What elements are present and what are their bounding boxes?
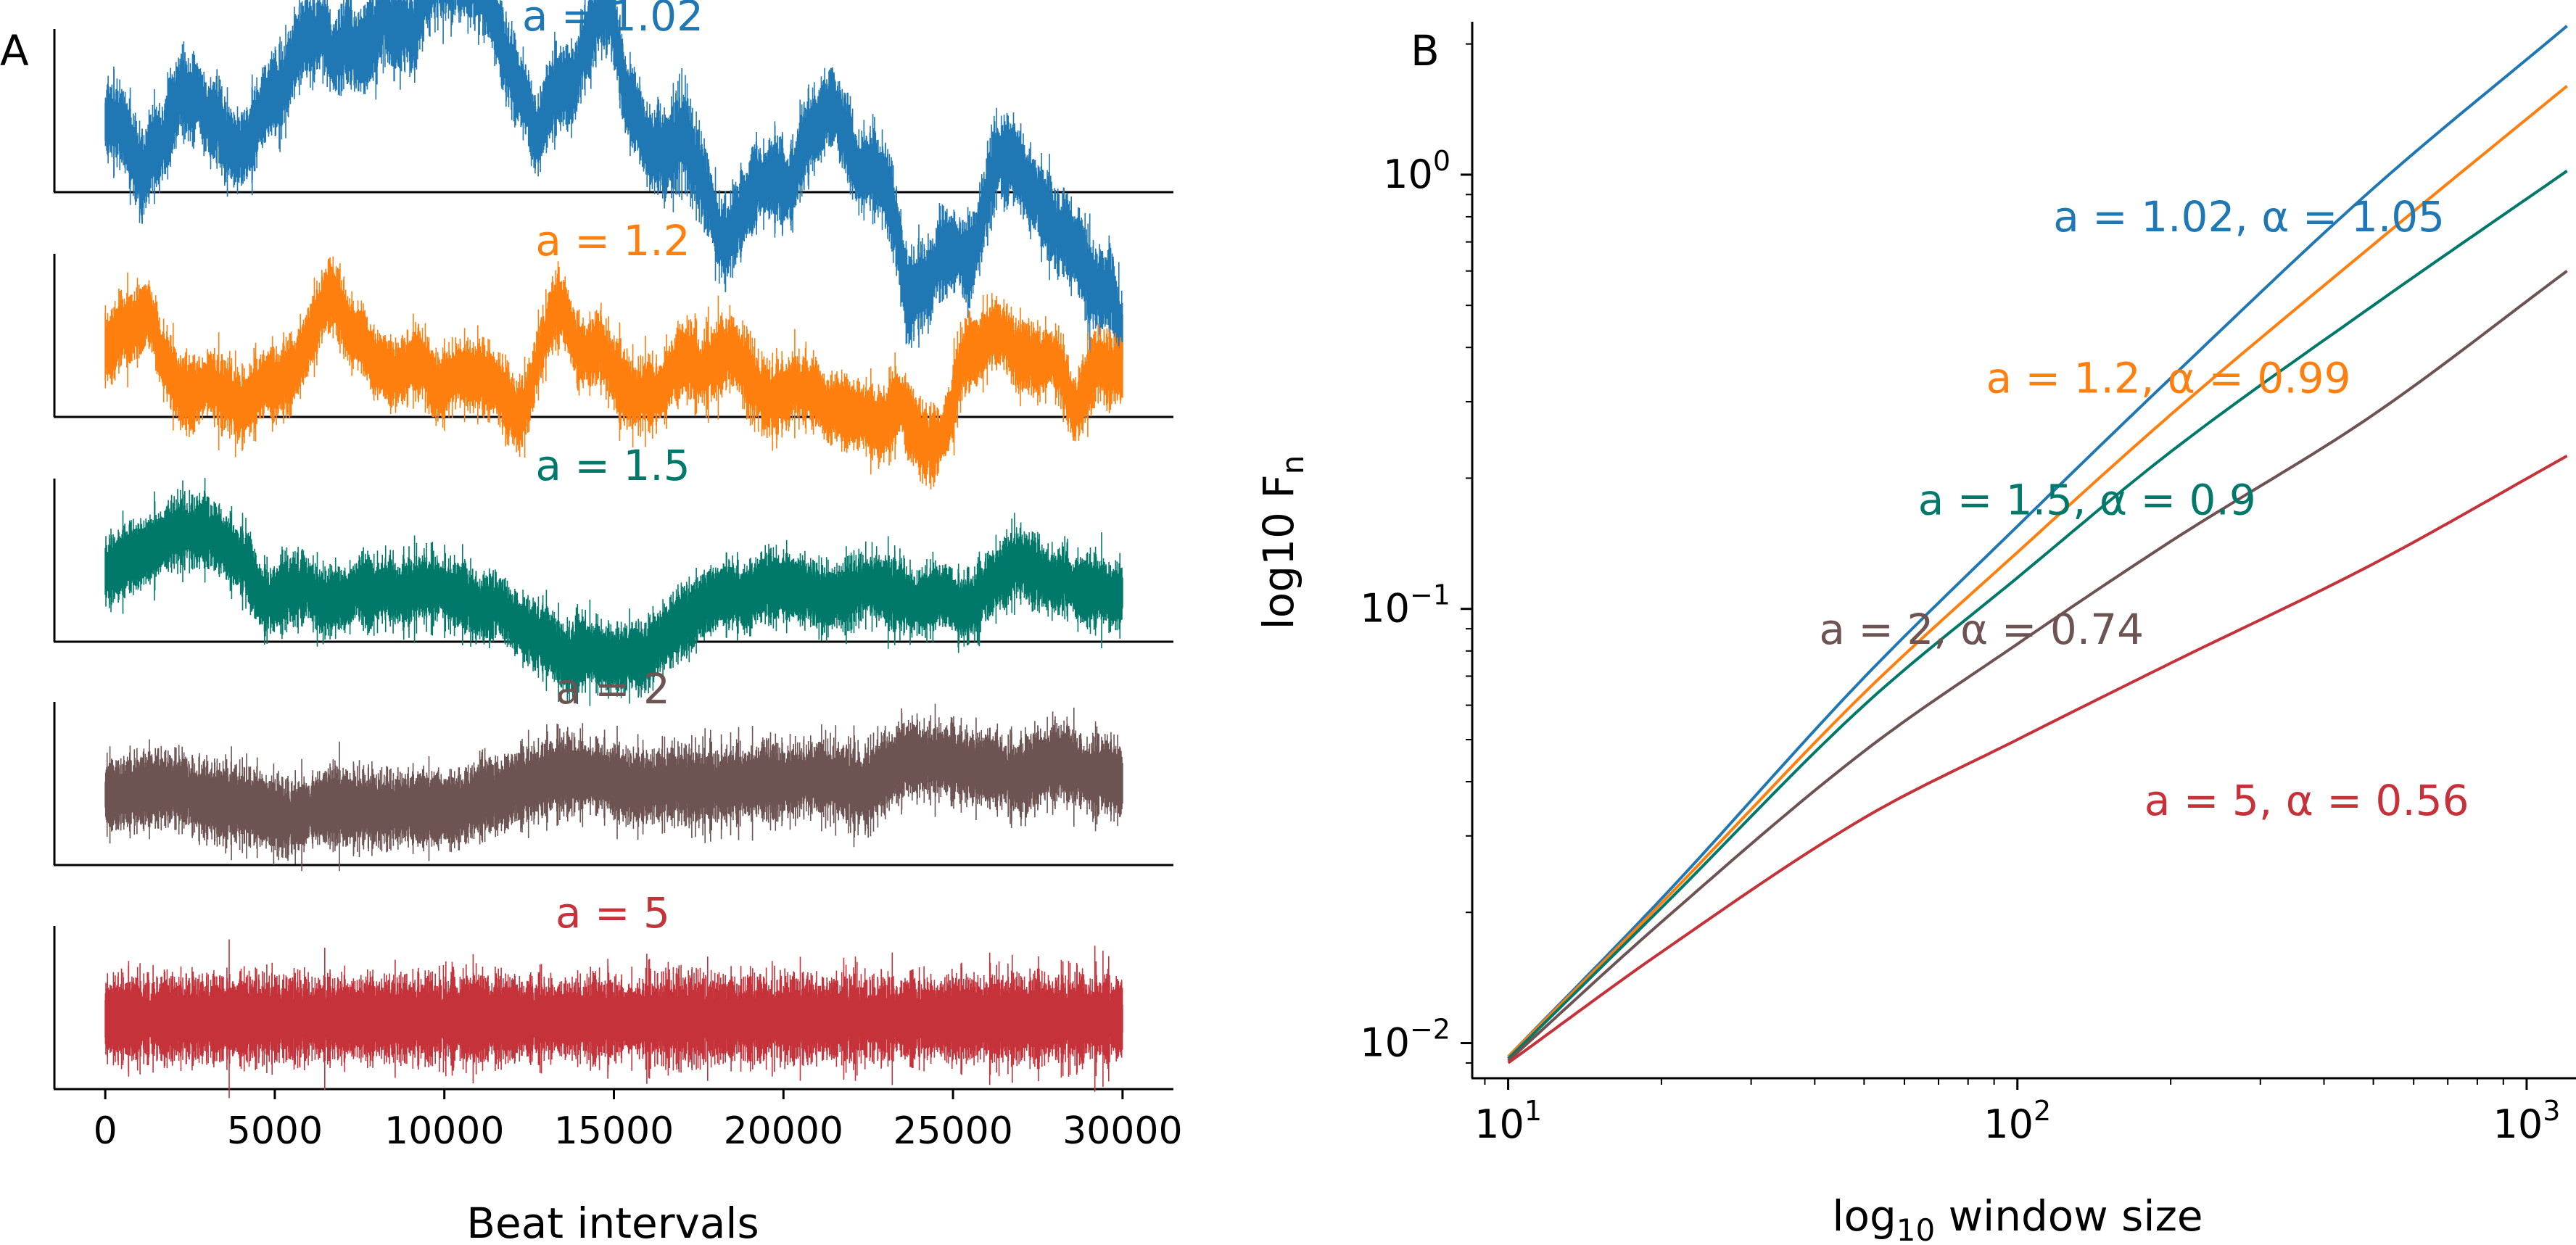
series-label-3: a = 1.5, α = 0.9	[1918, 475, 2256, 524]
x-tick-label: 10000	[384, 1109, 504, 1153]
panel-b-y-label-main: log10 F	[1254, 474, 1303, 629]
strip-2: a = 1.2	[53, 216, 1173, 489]
x-tick-label: 103	[2493, 1095, 2560, 1147]
strip-3: a = 1.5	[53, 441, 1173, 706]
y-tick-label: 10−2	[1360, 1014, 1450, 1066]
strip-signal-trace	[104, 478, 1123, 706]
strip-title: a = 1.5	[535, 441, 690, 490]
x-tick-label: 25000	[893, 1109, 1012, 1153]
panel-b-series-labels: a = 1.02, α = 1.05 a = 1.2, α = 0.99 a = 1…	[1819, 192, 2469, 825]
y-tick-label: 10−1	[1360, 579, 1450, 632]
strip-title: a = 2	[556, 664, 670, 714]
x-tick-label: 102	[1983, 1095, 2051, 1147]
strip-1: a = 1.02	[53, 0, 1173, 389]
series-label-2: a = 1.2, α = 0.99	[1986, 353, 2351, 402]
y-tick-base: 10	[1360, 586, 1410, 632]
strip-signal-trace	[104, 703, 1123, 872]
panel-a-x-label: Beat intervals	[466, 1199, 759, 1245]
panel-a: A a = 1.02a = 1.2 a = 1.5 a = 2 a = 5 0 5000…	[0, 0, 1183, 1245]
strip-signal-trace	[104, 0, 1123, 389]
strip-5: a = 5	[53, 888, 1173, 1099]
strip-title: a = 1.2	[535, 216, 690, 265]
x-tick-base: 10	[1983, 1101, 2034, 1147]
x-tick-label: 5000	[227, 1109, 323, 1153]
panel-a-x-axis: 0 5000 10000 15000 20000 25000 30000	[94, 1089, 1183, 1153]
strip-title: a = 5	[556, 888, 670, 938]
panel-b-x-label-sub: 10	[1896, 1212, 1935, 1245]
x-tick-exponent: 1	[1524, 1095, 1542, 1127]
series-label-1: a = 1.02, α = 1.05	[2053, 192, 2445, 241]
series-line-3	[1507, 170, 2568, 1060]
y-tick-exponent: 0	[1433, 145, 1450, 177]
strip-4: a = 2	[53, 664, 1173, 872]
y-tick-label: 100	[1383, 145, 1450, 197]
panel-b-label: B	[1411, 26, 1440, 75]
x-tick-label: 0	[94, 1109, 117, 1153]
x-tick-label: 30000	[1062, 1109, 1182, 1153]
x-tick-exponent: 3	[2543, 1095, 2560, 1127]
x-tick-base: 10	[2493, 1101, 2543, 1147]
strip-signal-trace	[104, 939, 1123, 1099]
x-tick-label: 15000	[554, 1109, 674, 1153]
panel-b-x-label: log10 window size	[1832, 1191, 2203, 1245]
panel-a-label: A	[0, 26, 29, 75]
panel-b-x-label-rest: window size	[1935, 1191, 2203, 1241]
panel-a-strips: a = 1.02a = 1.2 a = 1.5 a = 2 a = 5	[53, 0, 1173, 1099]
y-tick-base: 10	[1383, 152, 1433, 197]
x-tick-exponent: 2	[2034, 1095, 2051, 1127]
series-line-1	[1507, 25, 2568, 1058]
x-tick-label: 20000	[724, 1109, 843, 1153]
series-label-5: a = 5, α = 0.56	[2144, 776, 2469, 825]
panel-b-y-label-sub: n	[1275, 455, 1310, 475]
strip-signal-trace	[104, 256, 1123, 489]
y-tick-exponent: −2	[1410, 1014, 1450, 1046]
panel-b-x-label-main: log	[1832, 1191, 1896, 1241]
series-line-5	[1507, 455, 2568, 1064]
panel-b-y-label: log10 Fn	[1254, 455, 1310, 630]
panel-b-lines	[1507, 25, 2568, 1064]
series-label-4: a = 2, α = 0.74	[1819, 605, 2144, 654]
x-tick-label: 101	[1474, 1095, 1542, 1147]
series-line-2	[1507, 85, 2568, 1058]
series-line-4	[1507, 270, 2568, 1062]
y-tick-exponent: −1	[1410, 579, 1450, 611]
y-tick-base: 10	[1360, 1020, 1410, 1066]
x-tick-base: 10	[1474, 1101, 1524, 1147]
